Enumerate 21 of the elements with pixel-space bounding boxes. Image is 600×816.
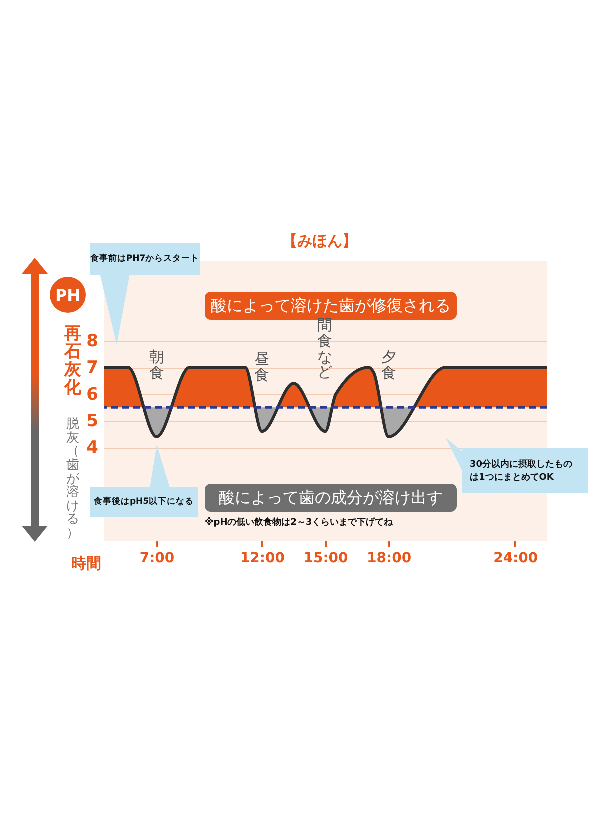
text: 脱灰（歯が溶ける）	[66, 417, 80, 542]
x-axis-title: 時間	[72, 554, 102, 572]
x-tick-label: 15:00	[304, 550, 349, 566]
y-tick-label: 7	[86, 358, 98, 378]
y-axis-title: PH	[50, 277, 86, 313]
y-tick-label: 5	[86, 412, 98, 432]
annotation: 昼食	[254, 350, 270, 384]
y-tick-label: 8	[86, 332, 98, 352]
y-tick-label: 4	[86, 438, 99, 458]
text: 再石灰化	[63, 324, 82, 398]
x-tick-label: 24:00	[494, 550, 538, 566]
speech-bubble: 食事前はPH7からスタート	[90, 243, 200, 275]
y-tick-label: 6	[86, 384, 98, 405]
annotation: 朝食	[148, 348, 166, 382]
label-box: 酸によって歯の成分が溶け出す	[205, 484, 457, 512]
chart-title: 【みほん】	[282, 232, 358, 251]
annotation: ※pHの低い飲食物は2～3くらいまで下げてね	[205, 516, 394, 529]
annotation: 夕食	[380, 348, 398, 382]
x-tick-label: 7:00	[140, 550, 175, 566]
x-tick-label: 18:00	[366, 550, 412, 566]
x-tick-label: 12:00	[240, 550, 286, 566]
